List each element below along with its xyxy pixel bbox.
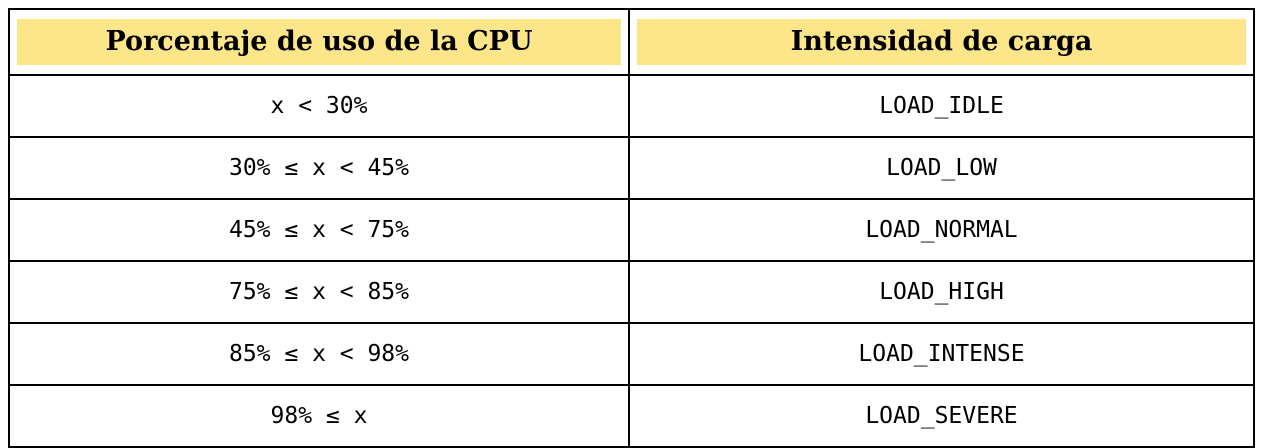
cpu-load-table: Porcentaje de uso de la CPU Intensidad d… xyxy=(8,8,1255,448)
table-body: x < 30% LOAD_IDLE 30% ≤ x < 45% LOAD_LOW… xyxy=(8,74,1255,448)
cpu-range-cell: 30% ≤ x < 45% xyxy=(8,136,630,200)
load-level-cell: LOAD_NORMAL xyxy=(628,198,1255,262)
table-row: 30% ≤ x < 45% LOAD_LOW xyxy=(8,136,1255,200)
table-header: Porcentaje de uso de la CPU Intensidad d… xyxy=(8,8,1255,76)
table-row: 98% ≤ x LOAD_SEVERE xyxy=(8,384,1255,448)
load-level-cell: LOAD_INTENSE xyxy=(628,322,1255,386)
table-row: 45% ≤ x < 75% LOAD_NORMAL xyxy=(8,198,1255,262)
table-row: 85% ≤ x < 98% LOAD_INTENSE xyxy=(8,322,1255,386)
header-cpu-usage-label: Porcentaje de uso de la CPU xyxy=(17,19,621,65)
cpu-load-table-container: Porcentaje de uso de la CPU Intensidad d… xyxy=(8,8,1255,448)
table-row: x < 30% LOAD_IDLE xyxy=(8,74,1255,138)
table-row: 75% ≤ x < 85% LOAD_HIGH xyxy=(8,260,1255,324)
cpu-range-cell: x < 30% xyxy=(8,74,630,138)
load-level-cell: LOAD_HIGH xyxy=(628,260,1255,324)
load-level-cell: LOAD_IDLE xyxy=(628,74,1255,138)
cpu-range-cell: 45% ≤ x < 75% xyxy=(8,198,630,262)
cpu-range-cell: 85% ≤ x < 98% xyxy=(8,322,630,386)
header-cell-cpu-usage: Porcentaje de uso de la CPU xyxy=(8,8,630,76)
header-load-intensity-label: Intensidad de carga xyxy=(637,19,1246,65)
cpu-range-cell: 98% ≤ x xyxy=(8,384,630,448)
load-level-cell: LOAD_SEVERE xyxy=(628,384,1255,448)
load-level-cell: LOAD_LOW xyxy=(628,136,1255,200)
cpu-range-cell: 75% ≤ x < 85% xyxy=(8,260,630,324)
header-cell-load-intensity: Intensidad de carga xyxy=(628,8,1255,76)
header-row: Porcentaje de uso de la CPU Intensidad d… xyxy=(8,8,1255,76)
